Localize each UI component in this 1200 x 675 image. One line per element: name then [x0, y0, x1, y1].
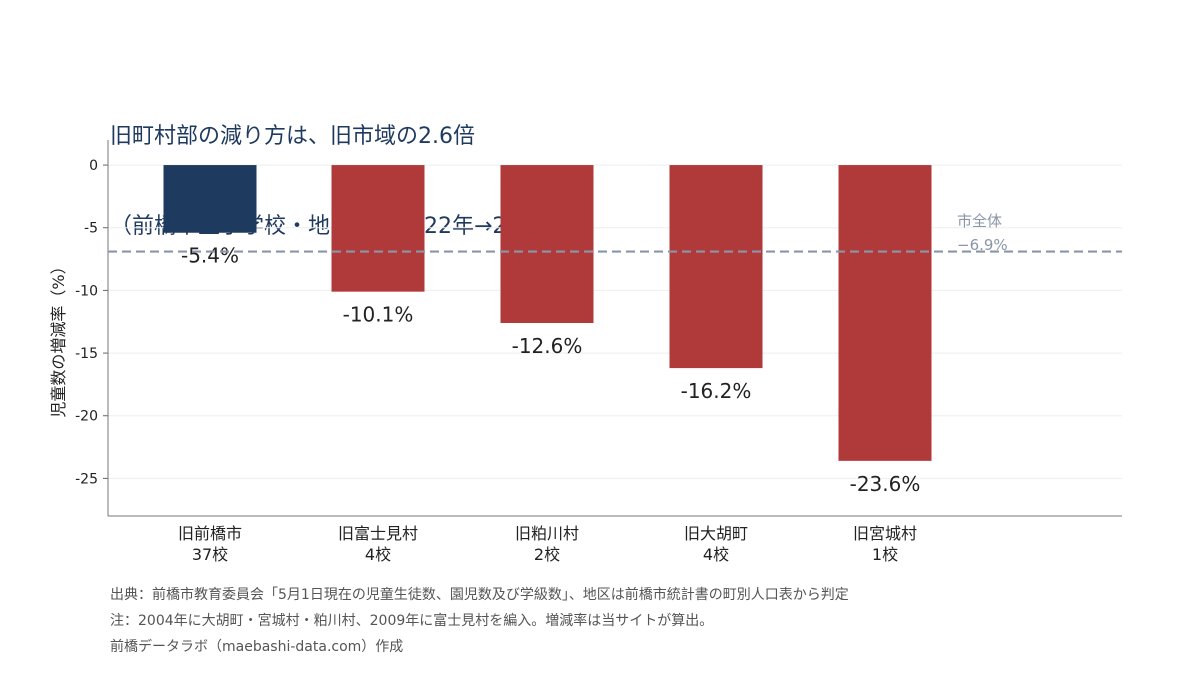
x-tick-label: 旧粕川村	[515, 524, 579, 543]
bar	[163, 165, 257, 233]
bar	[838, 165, 932, 461]
y-axis-label: 児童数の増減率（%）	[49, 258, 68, 417]
x-tick-label: 旧宮城村	[853, 524, 917, 543]
data-label: -23.6%	[850, 472, 921, 496]
x-tick-sublabel: 4校	[703, 545, 729, 564]
annotation-note: 注：2004年に大胡町・宮城村・粕川村、2009年に富士見村を編入。増減率は当サ…	[110, 613, 714, 629]
bar	[500, 165, 594, 323]
data-label: -10.1%	[343, 303, 414, 327]
reference-line-value: −6.9%	[957, 236, 1008, 254]
x-tick-sublabel: 2校	[534, 545, 560, 564]
y-tick-label: -5	[84, 221, 98, 237]
chart-footer: 出典：前橋市教育委員会「5月1日現在の児童生徒数、園児数及び学級数」、地区は前橋…	[110, 582, 849, 660]
credit-note: 前橋データラボ（maebashi-data.com）作成	[110, 639, 404, 655]
x-tick-sublabel: 1校	[872, 545, 898, 564]
y-tick-label: 0	[89, 158, 98, 174]
y-tick-label: -15	[75, 346, 98, 362]
x-tick-label: 旧富士見村	[338, 524, 418, 543]
x-tick-sublabel: 4校	[365, 545, 391, 564]
x-tick-label: 旧前橋市	[178, 524, 242, 543]
y-tick-label: -20	[75, 409, 98, 425]
data-label: -16.2%	[681, 379, 752, 403]
bar	[669, 165, 763, 369]
reference-line-label: 市全体	[957, 212, 1002, 230]
x-tick-label: 旧大胡町	[684, 524, 748, 543]
y-tick-label: -10	[75, 283, 98, 299]
y-tick-label: -25	[75, 471, 98, 487]
x-tick-sublabel: 37校	[192, 545, 228, 564]
bar	[331, 165, 425, 292]
source-note: 出典：前橋市教育委員会「5月1日現在の児童生徒数、園児数及び学級数」、地区は前橋…	[110, 587, 849, 603]
data-label: -12.6%	[512, 334, 583, 358]
chart-title: 旧町村部の減り方は、旧市域の2.6倍	[110, 124, 475, 149]
data-label: -5.4%	[181, 244, 239, 268]
